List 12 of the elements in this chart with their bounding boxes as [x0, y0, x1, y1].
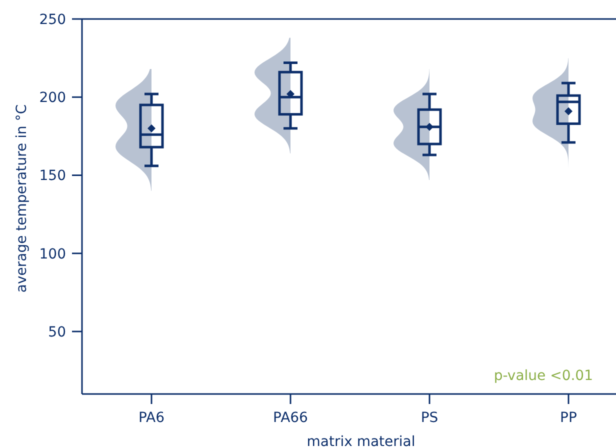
y-axis-title: average temperature in °C: [14, 104, 30, 293]
x-tick-label: PA6: [138, 410, 165, 426]
y-tick-label: 50: [48, 324, 66, 340]
x-axis-title: matrix material: [306, 434, 416, 448]
y-tick-label: 250: [39, 12, 66, 28]
y-tick-label: 100: [39, 246, 66, 262]
annotation: p-value <0.01: [494, 368, 593, 384]
y-tick-label: 150: [39, 168, 66, 184]
x-tick-label: PA66: [273, 410, 308, 426]
x-tick-label: PS: [420, 410, 438, 426]
x-tick-label: PP: [560, 410, 577, 426]
y-tick-label: 200: [39, 90, 66, 106]
